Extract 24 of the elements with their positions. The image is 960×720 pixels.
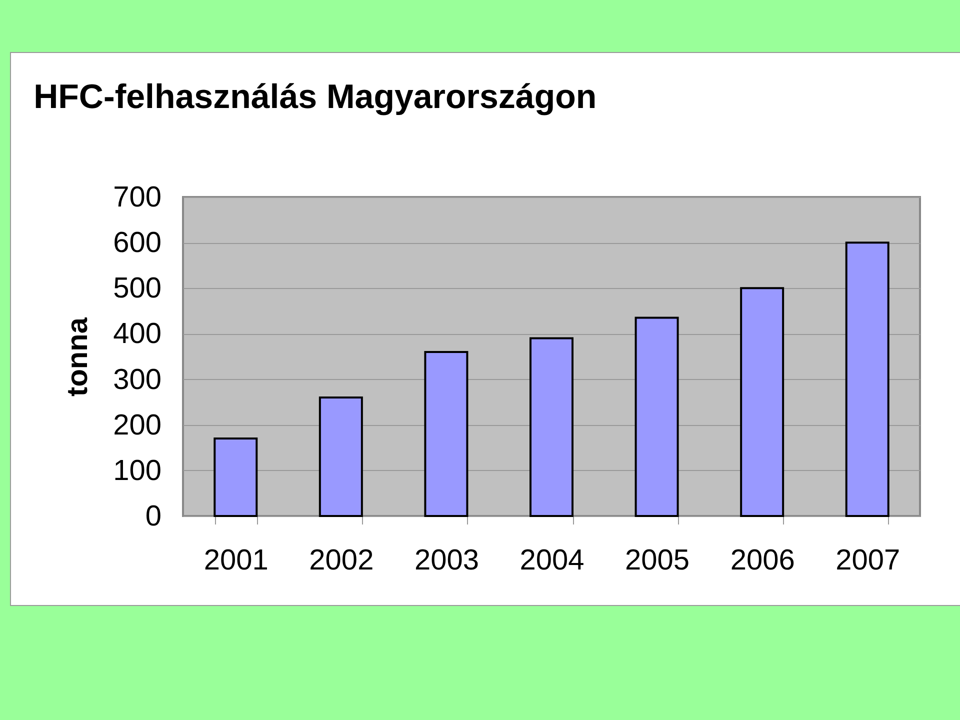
y-tick-label: 400 <box>113 318 162 350</box>
bar <box>424 350 468 517</box>
x-tick-label: 2004 <box>520 544 584 576</box>
chart-title: HFC-felhasználás Magyarországon <box>34 78 597 116</box>
y-tick-label: 0 <box>145 500 162 532</box>
y-tick-label: 300 <box>113 364 162 396</box>
bar <box>845 242 890 517</box>
y-tick-label: 500 <box>113 272 162 305</box>
bar <box>214 438 258 517</box>
x-tick-label: 2007 <box>836 544 900 576</box>
y-tick-label: 100 <box>113 454 162 487</box>
x-tick-label: 2005 <box>625 544 690 576</box>
x-tick-label: 2006 <box>730 544 795 576</box>
x-tick-label: 2002 <box>309 544 374 576</box>
x-tick-label: 2003 <box>414 544 479 576</box>
bar <box>530 337 574 517</box>
bar <box>634 316 679 517</box>
y-axis-title: tonna <box>62 316 94 396</box>
bar <box>318 396 363 517</box>
x-tick-label: 2001 <box>204 544 268 576</box>
y-tick-label: 700 <box>113 182 162 214</box>
y-tick-label: 200 <box>113 409 162 442</box>
y-tick-label: 600 <box>113 227 162 260</box>
bar <box>740 287 784 517</box>
